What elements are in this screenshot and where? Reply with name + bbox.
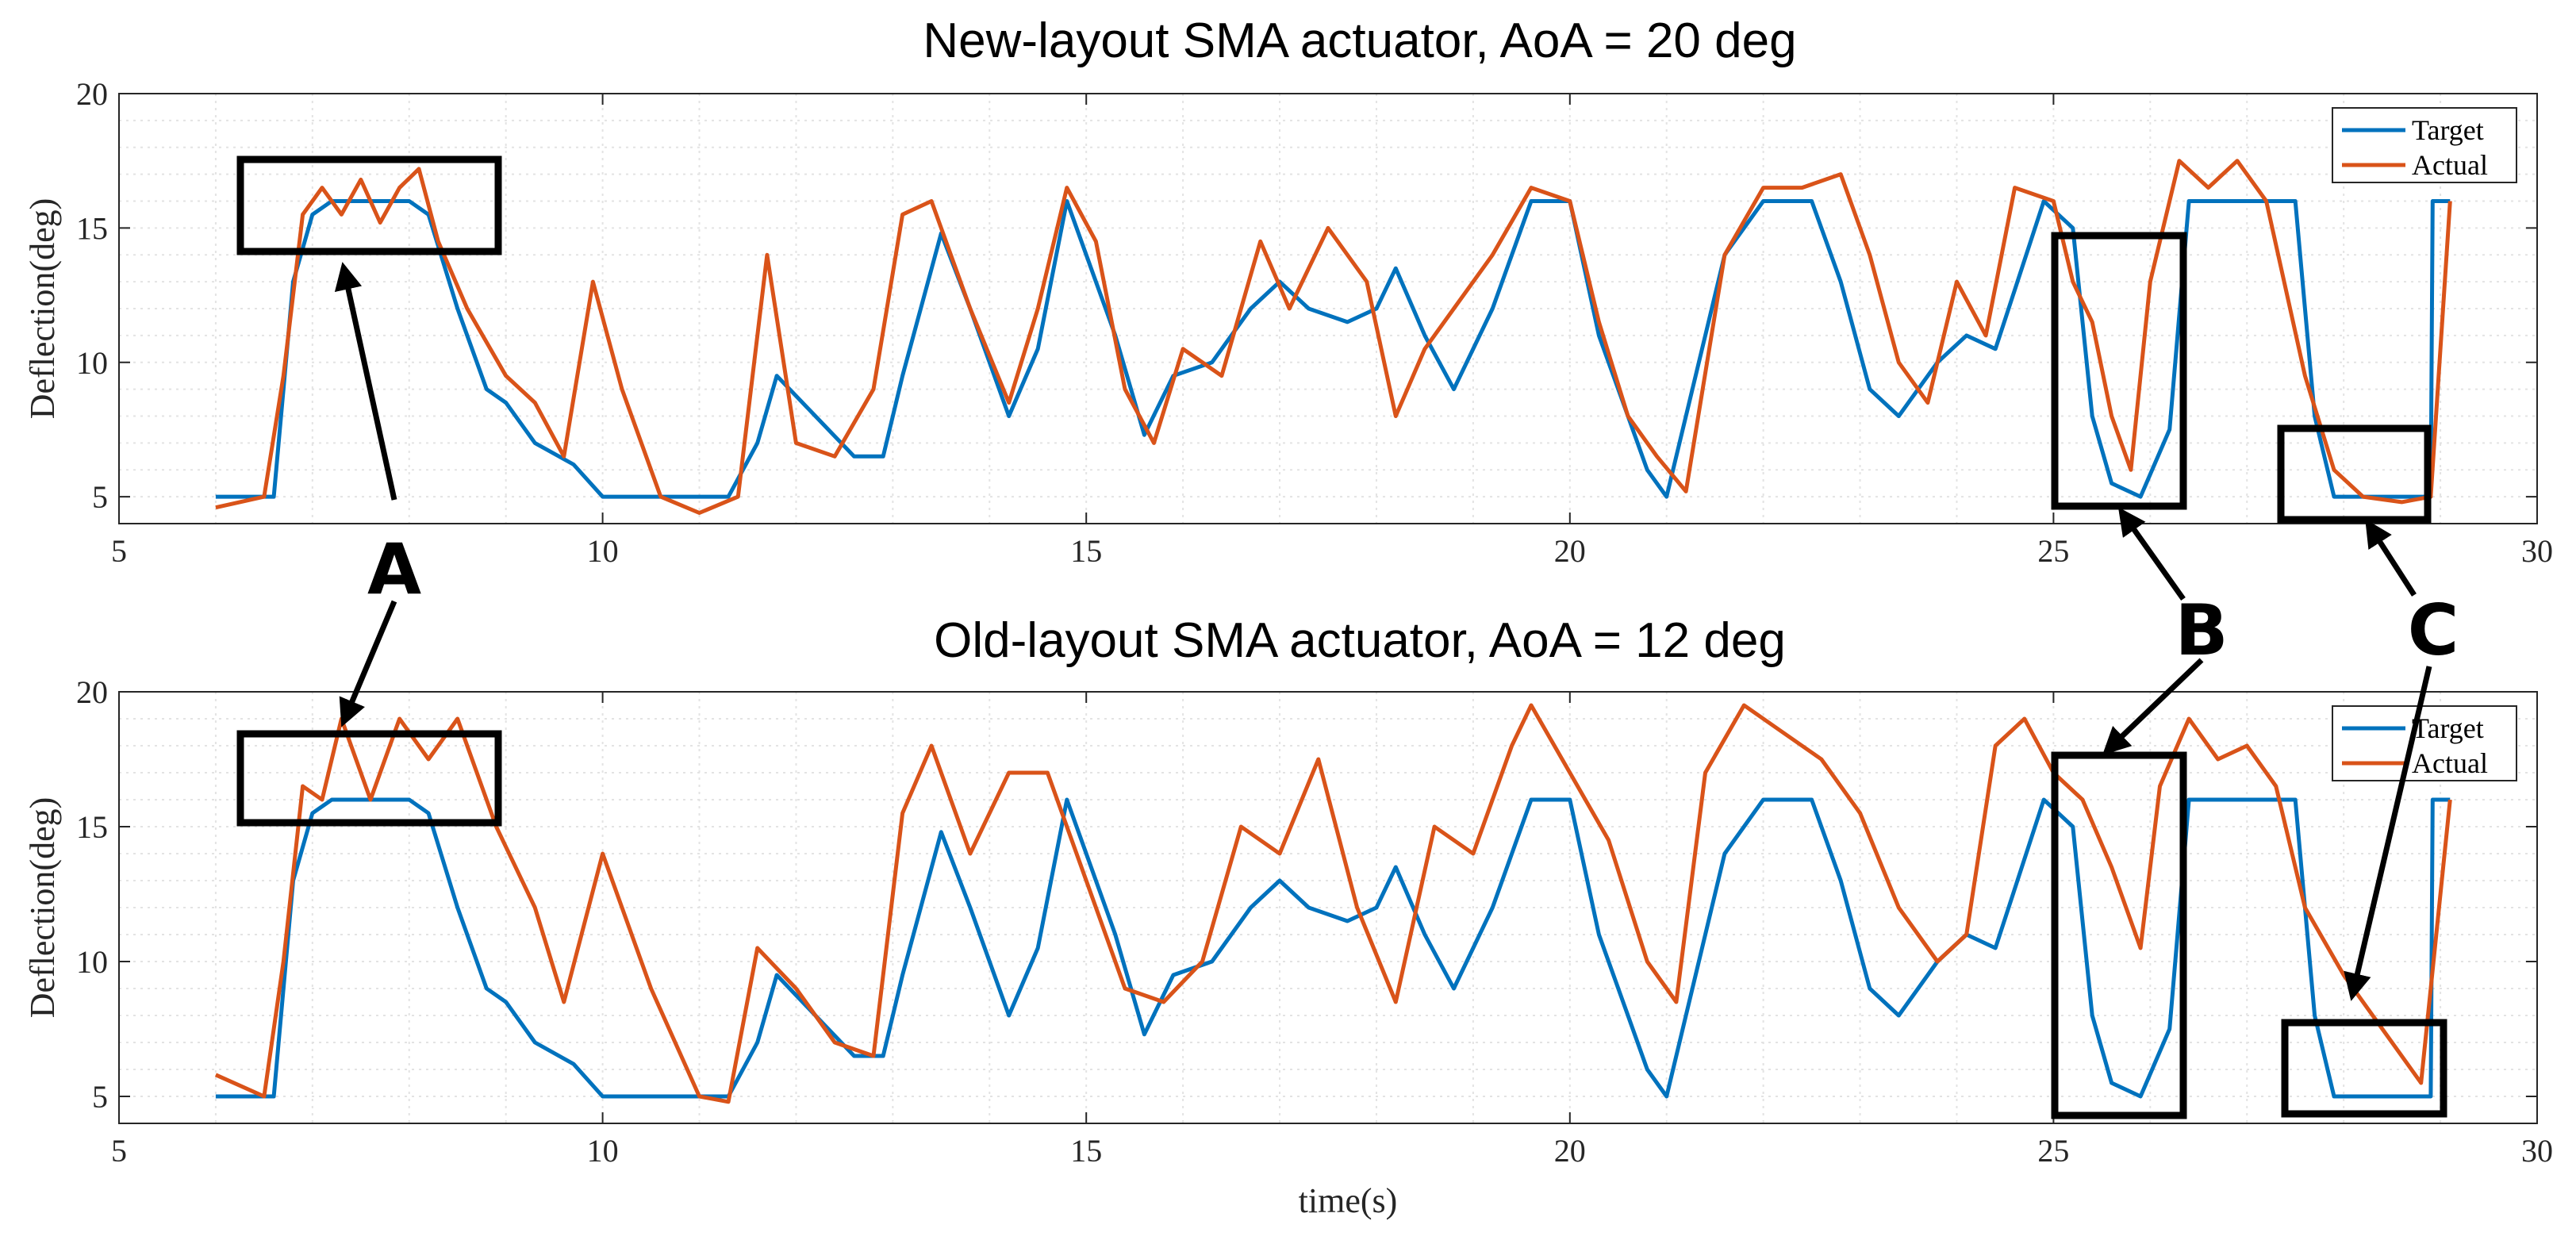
x-tick-label: 10 xyxy=(587,1133,619,1169)
chart-title: Old-layout SMA actuator, AoA = 12 deg xyxy=(934,613,1786,668)
y-axis-label: Deflection(deg) xyxy=(23,198,62,420)
chart-title: New-layout SMA actuator, AoA = 20 deg xyxy=(923,13,1796,68)
x-tick-label: 30 xyxy=(2521,1133,2553,1169)
annotation-arrow-c xyxy=(2365,519,2417,597)
x-axis-label: time(s) xyxy=(1299,1181,1398,1220)
y-tick-label: 10 xyxy=(76,944,108,980)
x-tick-label: 5 xyxy=(111,1133,127,1169)
y-tick-label: 20 xyxy=(76,674,108,710)
legend-label-target: Target xyxy=(2412,712,2484,744)
annotation-arrow-c xyxy=(2344,666,2432,1001)
legend-label-target: Target xyxy=(2412,114,2484,146)
legend-label-actual: Actual xyxy=(2412,149,2488,181)
annotation-box-c xyxy=(2281,1019,2447,1118)
x-tick-label: 20 xyxy=(1554,1133,1586,1169)
annotation-box-b xyxy=(2051,232,2187,510)
series-line-actual xyxy=(215,159,2452,515)
x-tick-label: 25 xyxy=(2037,1133,2069,1169)
annotation-label-a: A xyxy=(367,528,421,610)
y-tick-label: 15 xyxy=(76,809,108,845)
series-line-actual xyxy=(214,703,2452,1104)
x-tick-label: 15 xyxy=(1070,1133,1102,1169)
chart-panel-2: 5 10 15 20 25 30 5 10 15 20 Old-layout SMA actuato… xyxy=(23,613,2553,1220)
x-tick-label: 15 xyxy=(1070,533,1102,569)
annotation-arrow-a xyxy=(339,600,397,727)
x-tick-label: 25 xyxy=(2037,533,2069,569)
annotation-box-c xyxy=(2277,424,2432,524)
annotation-box-a xyxy=(236,730,502,827)
y-tick-label: 15 xyxy=(76,210,108,246)
annotation-box-b xyxy=(2051,751,2187,1119)
annotation-label-c: C xyxy=(2408,589,2459,671)
annotation-box-a xyxy=(236,155,502,255)
legend-box xyxy=(2332,705,2517,781)
series-line-target xyxy=(215,199,2451,499)
y-axis-label: Deflection(deg) xyxy=(23,797,62,1019)
annotation-arrow-b xyxy=(2102,658,2204,755)
axes-frame xyxy=(118,93,2538,524)
x-tick-label: 10 xyxy=(587,533,619,569)
x-tick-label: 20 xyxy=(1554,533,1586,569)
annotation-arrow-b xyxy=(2117,507,2186,601)
x-tick-label: 5 xyxy=(111,533,127,569)
annotation-arrow-a xyxy=(334,262,397,501)
legend-label-actual: Actual xyxy=(2412,747,2488,779)
y-tick-label: 20 xyxy=(76,76,108,112)
legend-box xyxy=(2332,107,2517,183)
annotation-label-b: B xyxy=(2175,589,2228,671)
axes-frame xyxy=(118,691,2538,1124)
y-tick-label: 5 xyxy=(92,1079,108,1115)
series-line-target xyxy=(215,797,2451,1099)
chart-panel-1: 5 10 15 20 25 30 5 10 15 20 New-layout SMA actuato… xyxy=(23,13,2553,569)
x-tick-label: 30 xyxy=(2521,533,2553,569)
y-tick-label: 5 xyxy=(92,479,108,515)
y-tick-label: 10 xyxy=(76,345,108,381)
